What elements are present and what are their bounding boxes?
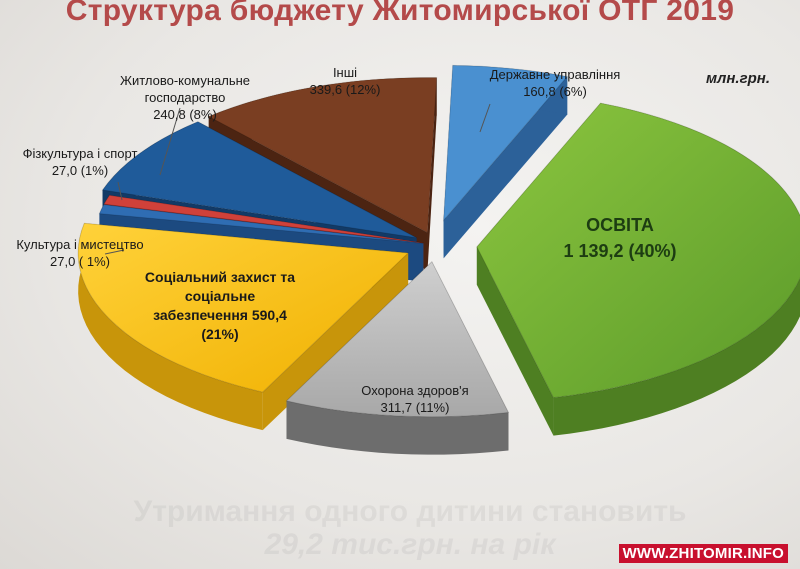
label-health: Охорона здоров'я 311,7 (11%)	[340, 382, 490, 416]
leader-line-4	[104, 249, 125, 255]
label-education-name: ОСВІТА	[586, 215, 654, 235]
pie-slice-top-7	[207, 77, 438, 234]
label-government: Державне управління 160,8 (6%)	[470, 66, 640, 100]
pie-slice-top-1	[476, 102, 800, 399]
pie-slice-8	[442, 64, 569, 259]
label-sport-name: Фізкультура і спорт	[22, 146, 138, 161]
label-housing-line2: господарство	[144, 90, 226, 105]
pie-slice-wall-b-8	[443, 76, 568, 259]
units-label: млн.грн.	[705, 70, 770, 87]
label-sport-value: 27,0 (1%)	[51, 163, 109, 178]
label-government-value: 160,8 (6%)	[523, 84, 587, 99]
pie-slice-side-2	[286, 400, 509, 455]
leader-line-2	[479, 103, 491, 133]
bleed-through-text-line1: Утримання одного дитини становить	[133, 495, 687, 528]
pie-slice-2	[285, 260, 510, 455]
pie-slice-top-3	[77, 222, 410, 393]
label-social: Соціальний захист та соціальне забезпече…	[120, 268, 320, 344]
label-other-value: 339,6 (12%)	[309, 82, 381, 97]
pie-slice-3	[77, 222, 410, 431]
label-housing: Житлово-комунальне господарство 240,8 (8…	[90, 72, 280, 123]
pie-slice-top-6	[101, 121, 417, 239]
label-other-name: Інші	[332, 65, 358, 80]
label-housing-value: 240,8 (8%)	[153, 107, 217, 122]
leader-line-3	[117, 181, 123, 201]
label-sport: Фізкультура і спорт 27,0 (1%)	[0, 145, 160, 179]
pie-slice-top-2	[285, 260, 510, 418]
pie-slice-top-5	[103, 194, 424, 244]
label-health-value: 311,7 (11%)	[380, 400, 450, 415]
label-social-line4: (21%)	[201, 326, 239, 342]
pie-slice-wall-a-3	[262, 253, 409, 431]
label-education-value: 1 139,2 (40%)	[563, 241, 677, 261]
label-education: ОСВІТА 1 139,2 (40%)	[545, 212, 695, 264]
pie-slice-wall-b-7	[427, 77, 437, 271]
label-other: Інші 339,6 (12%)	[290, 64, 400, 98]
pie-slice-top-4	[98, 204, 424, 244]
pie-slice-1	[476, 102, 800, 436]
pie-slice-top-8	[442, 64, 569, 222]
leader-line-1	[159, 107, 181, 176]
label-social-line3: забезпечення 590,4	[153, 307, 287, 323]
bleed-through-text-line2: 29,2 тис.грн. на рік	[264, 528, 556, 561]
label-health-name: Охорона здоров'я	[361, 383, 469, 398]
site-watermark[interactable]: WWW.ZHITOMIR.INFO	[618, 544, 788, 563]
pie-slice-side-3	[78, 223, 263, 431]
label-government-name: Державне управління	[489, 67, 621, 82]
label-culture-value: 27,0 ( 1%)	[50, 254, 110, 269]
pie-slice-wall-b-1	[476, 246, 554, 436]
label-social-line1: Соціальний захист та	[144, 269, 296, 285]
label-culture-name: Культура і мистецтво	[16, 237, 144, 252]
label-culture: Культура і мистецтво 27,0 ( 1%)	[0, 236, 160, 270]
chart-title: Структура бюджету Житомирської ОТГ 2019	[65, 0, 735, 27]
label-social-line2: соціальне	[184, 288, 256, 304]
label-housing-line1: Житлово-комунальне	[119, 73, 251, 88]
